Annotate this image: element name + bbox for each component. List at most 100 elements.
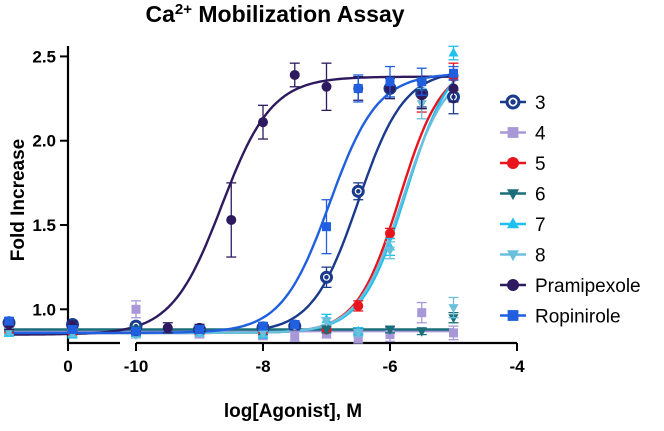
data-point bbox=[416, 67, 427, 96]
fit-curve bbox=[9, 73, 454, 335]
chart-title-superscript: 2+ bbox=[175, 1, 192, 18]
data-point bbox=[416, 327, 427, 337]
legend-marker bbox=[507, 189, 519, 201]
marker bbox=[258, 321, 268, 331]
marker bbox=[353, 83, 363, 93]
chart-title: Ca2+ Mobilization Assay bbox=[145, 1, 404, 27]
data-point bbox=[321, 62, 332, 112]
data-point bbox=[416, 301, 427, 324]
legend-item: 5 bbox=[500, 154, 546, 175]
y-tick-label: 2.5 bbox=[32, 47, 56, 66]
marker bbox=[68, 325, 77, 335]
y-tick-label: 1.0 bbox=[32, 300, 56, 319]
marker bbox=[290, 331, 300, 341]
marker bbox=[131, 326, 141, 336]
data-point bbox=[448, 45, 459, 61]
marker bbox=[385, 246, 395, 256]
data-point bbox=[385, 241, 395, 260]
marker bbox=[258, 329, 268, 339]
legend-marker bbox=[507, 157, 519, 169]
marker bbox=[385, 228, 395, 239]
marker bbox=[162, 322, 173, 333]
x-tick-label-zero: 0 bbox=[63, 357, 72, 376]
data-point bbox=[258, 321, 268, 331]
legend-item: 3 bbox=[500, 93, 546, 114]
chart-title-main: Ca bbox=[145, 1, 175, 27]
data-point bbox=[320, 266, 333, 289]
legend-marker bbox=[507, 250, 519, 262]
marker bbox=[131, 304, 141, 314]
marker-core bbox=[324, 275, 329, 280]
data-point bbox=[226, 182, 237, 258]
marker bbox=[353, 300, 364, 311]
y-tick-label: 2.0 bbox=[32, 132, 56, 151]
legend-label: 7 bbox=[535, 215, 546, 236]
marker bbox=[258, 117, 268, 128]
legend-marker bbox=[507, 127, 519, 138]
axes: 0 -10 -8 -6 -4 1.0 1.5 2.0 2.5 bbox=[32, 46, 525, 376]
marker bbox=[321, 81, 332, 92]
data-point bbox=[258, 104, 268, 140]
marker bbox=[448, 83, 459, 94]
data-point bbox=[321, 317, 332, 327]
x-tick-label: -6 bbox=[382, 357, 397, 376]
marker-core bbox=[510, 99, 516, 105]
legend-label: 8 bbox=[535, 246, 546, 267]
data-point bbox=[385, 227, 395, 240]
fit-curves bbox=[9, 72, 455, 336]
data-point bbox=[385, 325, 395, 336]
data-point bbox=[4, 316, 14, 326]
data-point bbox=[131, 300, 141, 319]
x-tick-label: -8 bbox=[255, 357, 270, 376]
data-points bbox=[2, 45, 460, 344]
marker bbox=[416, 327, 427, 337]
data-point bbox=[353, 74, 364, 103]
marker bbox=[289, 69, 300, 80]
legend-item: 6 bbox=[500, 185, 546, 206]
legend-item: Pramipexole bbox=[500, 276, 641, 297]
marker bbox=[417, 308, 427, 318]
marker bbox=[449, 328, 458, 338]
legend-label: 3 bbox=[535, 93, 546, 114]
y-tick-label: 1.5 bbox=[32, 216, 56, 235]
legend-item: Ropinirole bbox=[500, 307, 621, 328]
chart-title-rest: Mobilization Assay bbox=[192, 1, 405, 27]
data-point bbox=[448, 325, 459, 341]
legend-item: 4 bbox=[500, 124, 546, 145]
data-point bbox=[289, 319, 300, 329]
marker bbox=[4, 316, 14, 326]
data-point bbox=[67, 325, 78, 335]
legend-label: Pramipexole bbox=[535, 276, 641, 297]
data-point bbox=[353, 300, 364, 312]
data-point bbox=[289, 330, 300, 342]
legend-marker bbox=[507, 279, 519, 291]
x-tick-label: -10 bbox=[124, 357, 149, 376]
legend-item: 8 bbox=[500, 246, 546, 267]
data-point bbox=[448, 65, 459, 81]
data-point bbox=[321, 199, 332, 255]
data-point bbox=[289, 62, 300, 88]
data-point bbox=[194, 325, 205, 335]
legend: 3 4 5 6 7 8 Pramipexole Ropinirole bbox=[500, 93, 641, 328]
marker bbox=[385, 77, 395, 87]
marker bbox=[195, 325, 204, 335]
x-axis-label: log[Agonist], M bbox=[224, 401, 362, 422]
legend-label: 4 bbox=[535, 124, 546, 145]
data-point bbox=[353, 328, 364, 339]
legend-item: 7 bbox=[500, 215, 546, 236]
legend-label: Ropinirole bbox=[535, 307, 621, 328]
marker bbox=[321, 326, 332, 336]
data-point bbox=[448, 296, 459, 319]
marker-core bbox=[356, 189, 361, 194]
marker bbox=[448, 304, 459, 314]
marker bbox=[353, 329, 364, 339]
x-tick-label: -4 bbox=[509, 357, 525, 376]
marker bbox=[449, 68, 458, 78]
marker bbox=[290, 319, 300, 329]
data-point bbox=[131, 326, 141, 336]
legend-marker bbox=[507, 217, 519, 229]
marker bbox=[385, 326, 395, 336]
marker bbox=[448, 314, 459, 324]
data-point bbox=[351, 182, 365, 201]
